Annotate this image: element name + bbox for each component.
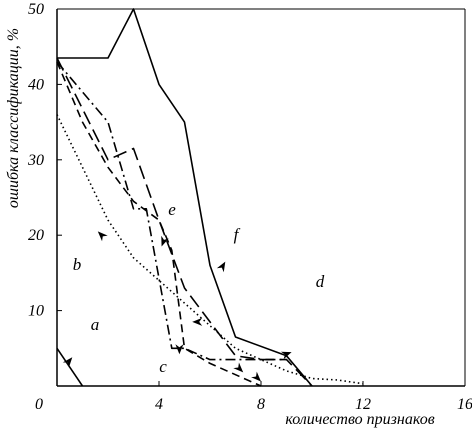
y-tick-label: 10 <box>28 303 44 320</box>
arrowhead-marker <box>251 371 261 382</box>
arrowhead-marker <box>175 344 184 355</box>
region-label-d: d <box>316 272 325 291</box>
region-label-e: e <box>168 200 176 219</box>
y-tick-label: 30 <box>27 152 44 169</box>
y-tick-label: 50 <box>28 1 44 18</box>
region-label-f: f <box>234 225 241 244</box>
arrowhead-marker <box>161 235 169 247</box>
region-label-c: c <box>159 357 167 376</box>
arrowhead-marker <box>62 357 73 368</box>
x-tick-label: 4 <box>155 396 163 413</box>
region-label-a: a <box>91 315 100 334</box>
x-tick-label: 0 <box>35 396 43 413</box>
series-line-6 <box>56 347 84 387</box>
x-tick-label: 16 <box>457 396 472 413</box>
arrowhead-marker <box>97 231 108 242</box>
arrowhead-marker <box>216 261 226 273</box>
y-axis-title: ошибка классификации, % <box>5 28 22 208</box>
series-line-4 <box>56 61 287 361</box>
x-tick-label: 8 <box>257 396 265 413</box>
series-line-3 <box>56 61 262 387</box>
series-line-5 <box>56 114 364 385</box>
arrowhead-marker <box>192 317 203 326</box>
arrowhead-marker <box>280 351 292 360</box>
series-line-2 <box>56 57 313 387</box>
x-tick-label: 12 <box>355 396 371 413</box>
region-label-b: b <box>73 255 82 274</box>
y-tick-label: 20 <box>28 227 44 244</box>
series-line-1 <box>57 8 313 387</box>
arrowhead-marker <box>233 362 244 373</box>
x-axis-title: количество признаков <box>285 411 434 428</box>
y-tick-label: 40 <box>28 76 44 93</box>
